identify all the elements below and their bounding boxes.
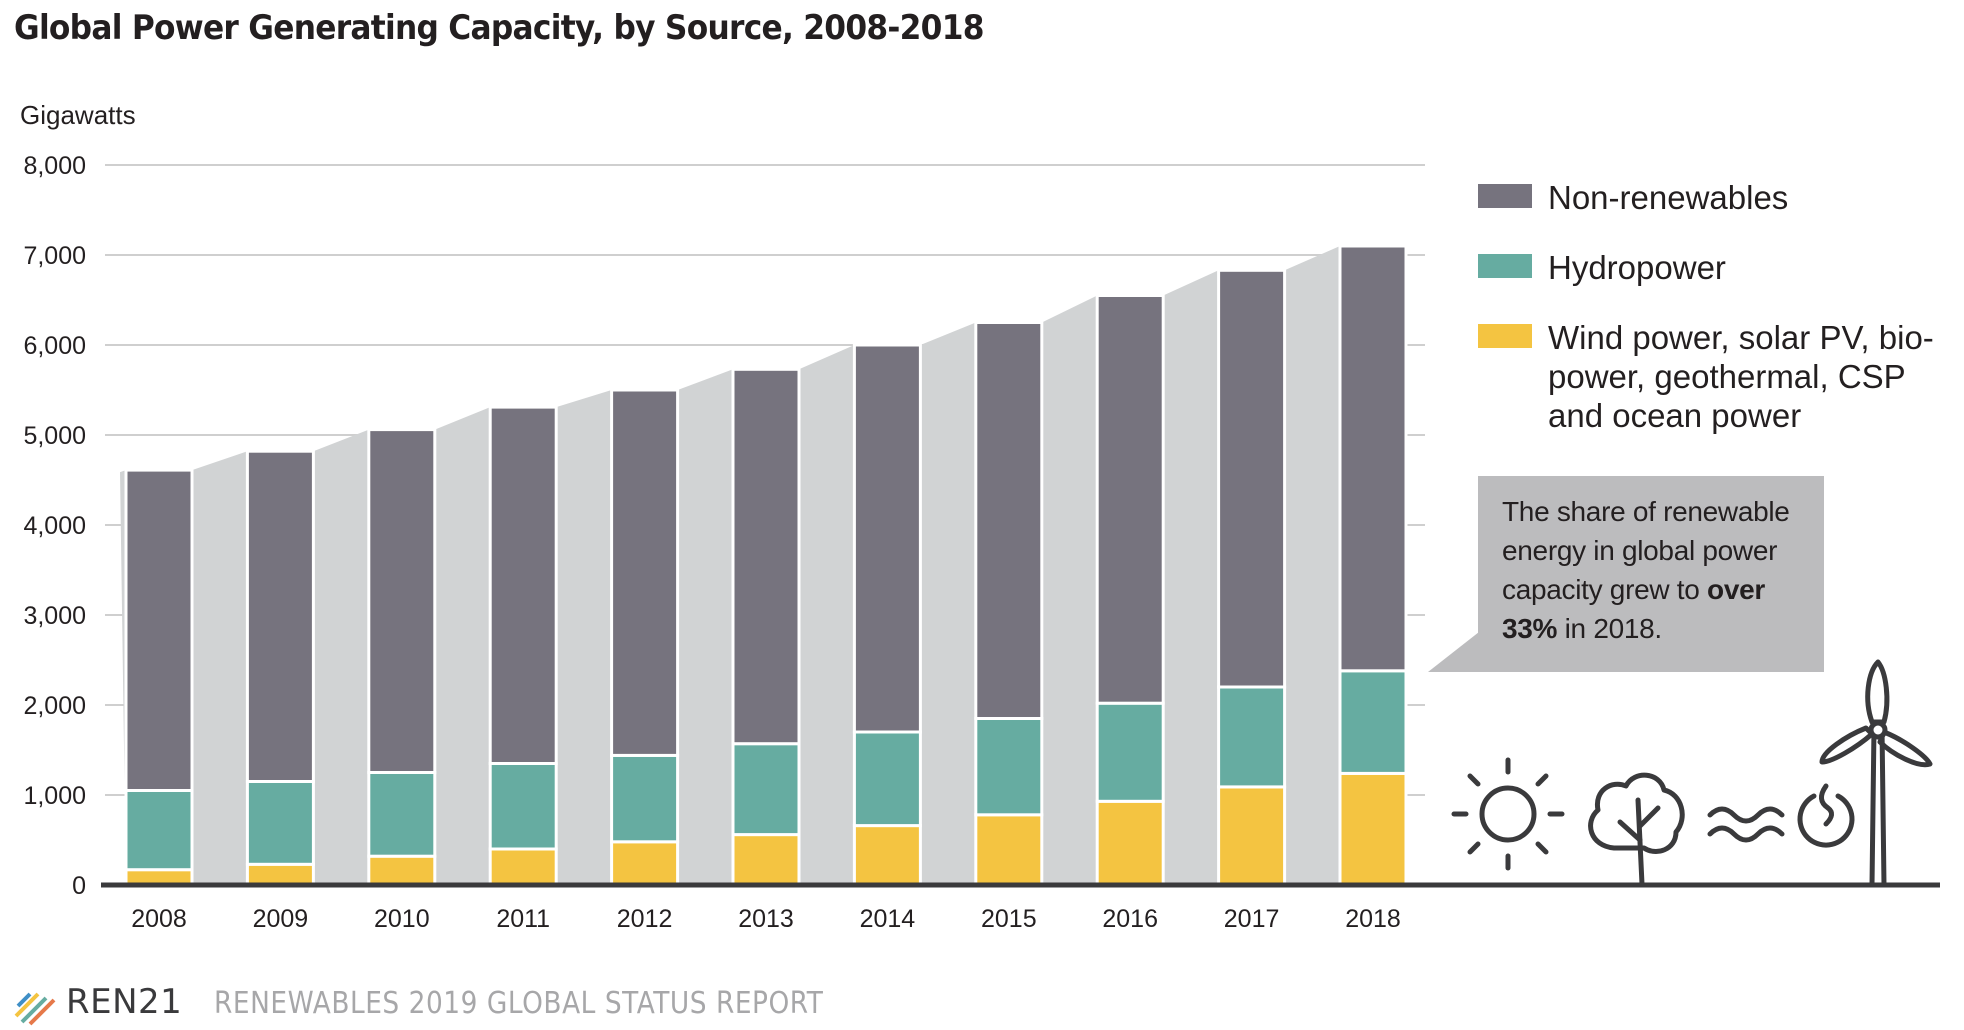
ren21-logo-text: REN21 bbox=[66, 982, 183, 1022]
y-tick-label: 3,000 bbox=[23, 602, 86, 630]
connector-band bbox=[1284, 246, 1340, 885]
bar-segment-other-renewables bbox=[974, 813, 1044, 887]
legend-swatch bbox=[1478, 254, 1532, 278]
x-axis-ticks: 2008 2009 2010 2011 2012 2013 2014 2015 2016 2017… bbox=[131, 905, 1401, 933]
bar-segment-non-renewables bbox=[731, 367, 801, 746]
bar-segment-hydropower bbox=[974, 717, 1044, 817]
connector-band bbox=[556, 390, 612, 885]
bar-segment-hydropower bbox=[367, 771, 437, 858]
bar-segment-non-renewables bbox=[852, 343, 922, 734]
y-tick-label: 2,000 bbox=[23, 692, 86, 720]
x-tick-label: 2013 bbox=[738, 905, 794, 933]
connector-band bbox=[313, 429, 369, 885]
y-tick-label: 0 bbox=[72, 872, 86, 900]
bar-segment-non-renewables bbox=[245, 449, 315, 783]
tree-icon bbox=[1588, 772, 1685, 887]
wave-icon bbox=[1707, 806, 1785, 843]
connector-band bbox=[434, 407, 491, 885]
x-tick-label: 2017 bbox=[1224, 905, 1280, 933]
x-tick-label: 2015 bbox=[981, 905, 1037, 933]
bar-segment-hydropower bbox=[731, 742, 801, 837]
sun-icon bbox=[1451, 757, 1565, 871]
bar-segment-hydropower bbox=[852, 730, 922, 828]
x-tick-label: 2011 bbox=[496, 905, 550, 933]
bar-segment-other-renewables bbox=[367, 854, 437, 887]
bar-segment-non-renewables bbox=[124, 468, 194, 792]
legend-label: Non-renewables bbox=[1548, 179, 1789, 216]
ren21-logo-icon bbox=[14, 992, 56, 1026]
y-tick-label: 1,000 bbox=[23, 782, 86, 810]
wind-turbine-icon bbox=[1819, 659, 1933, 886]
bar-segment-non-renewables bbox=[1338, 244, 1408, 673]
callout-pointer bbox=[1428, 632, 1479, 672]
y-axis-ticks: 0 1,000 2,000 3,000 4,000 5,000 6,000 7,000 8,00… bbox=[23, 152, 86, 900]
bar-segment-hydropower bbox=[1338, 669, 1408, 775]
legend-label: Hydropower bbox=[1548, 249, 1726, 286]
bar-segment-other-renewables bbox=[610, 840, 680, 887]
legend-swatch bbox=[1478, 184, 1532, 208]
connector-band bbox=[799, 345, 855, 885]
connector-band bbox=[1041, 295, 1098, 885]
bar-segment-hydropower bbox=[1095, 701, 1165, 803]
y-tick-label: 6,000 bbox=[23, 332, 86, 360]
bar-segment-other-renewables bbox=[245, 862, 315, 887]
bar-segment-other-renewables bbox=[1217, 785, 1287, 887]
chart-title: Global Power Generating Capacity, by Sou… bbox=[14, 8, 985, 48]
bar-segment-other-renewables bbox=[1338, 771, 1408, 887]
x-tick-label: 2010 bbox=[374, 905, 430, 933]
x-tick-label: 2014 bbox=[860, 905, 916, 933]
geothermal-icon bbox=[1797, 783, 1855, 848]
bar-segment-non-renewables bbox=[367, 428, 437, 774]
callout-highlight: over 33% bbox=[1502, 574, 1765, 644]
y-tick-label: 4,000 bbox=[23, 512, 86, 540]
bar-segment-non-renewables bbox=[610, 388, 680, 757]
bar-segment-non-renewables bbox=[488, 405, 558, 765]
bars bbox=[124, 244, 1408, 887]
x-tick-label: 2012 bbox=[617, 905, 673, 933]
connector-band bbox=[920, 322, 976, 885]
bar-segment-hydropower bbox=[245, 780, 315, 866]
bar-segment-non-renewables bbox=[1095, 294, 1165, 705]
bar-segment-non-renewables bbox=[974, 321, 1044, 720]
connector-band bbox=[677, 369, 733, 885]
bar-segment-hydropower bbox=[124, 789, 194, 872]
report-title: RENEWABLES 2019 GLOBAL STATUS REPORT bbox=[214, 986, 824, 1021]
callout-box: The share of renewable energy in global … bbox=[1478, 476, 1824, 672]
y-tick-label: 5,000 bbox=[23, 422, 86, 450]
bar-segment-hydropower bbox=[1217, 685, 1287, 789]
bar-segment-hydropower bbox=[488, 762, 558, 851]
x-tick-label: 2008 bbox=[131, 905, 187, 933]
y-tick-label: 7,000 bbox=[23, 242, 86, 270]
connector-band bbox=[1163, 270, 1219, 885]
bar-segment-hydropower bbox=[610, 753, 680, 844]
callout-text: The share of renewable energy in global … bbox=[1502, 492, 1812, 648]
x-tick-label: 2018 bbox=[1345, 905, 1401, 933]
connector-bands bbox=[120, 246, 1340, 885]
bar-segment-other-renewables bbox=[852, 824, 922, 887]
bar-segment-other-renewables bbox=[488, 847, 558, 887]
callout-text-end: in 2018. bbox=[1564, 613, 1663, 644]
connector-band bbox=[192, 451, 248, 885]
bar-segment-other-renewables bbox=[1095, 799, 1165, 887]
legend-label: Wind power, solar PV, bio-power, geother… bbox=[1548, 319, 1934, 434]
callout-text-main: The share of renewable energy in global … bbox=[1502, 496, 1790, 605]
x-tick-label: 2016 bbox=[1102, 905, 1158, 933]
y-tick-label: 8,000 bbox=[23, 152, 86, 180]
x-tick-label: 2009 bbox=[253, 905, 309, 933]
y-axis-label: Gigawatts bbox=[20, 100, 136, 130]
bar-segment-non-renewables bbox=[1217, 268, 1287, 689]
legend-swatch bbox=[1478, 324, 1532, 348]
bar-segment-other-renewables bbox=[731, 833, 801, 887]
